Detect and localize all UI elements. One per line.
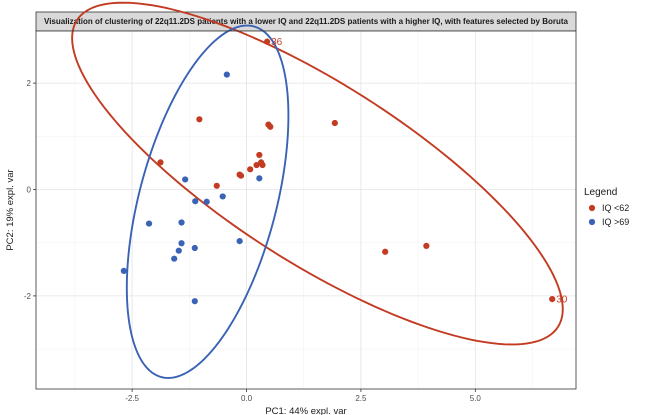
y-tick-label: 0	[27, 186, 32, 195]
legend-label: IQ <62	[602, 203, 629, 213]
point-iq-high	[120, 267, 127, 275]
point-iq-high	[145, 220, 153, 227]
point-iq-high	[236, 238, 243, 245]
point-iq-high	[192, 198, 199, 205]
ellipse-iq-low	[71, 1, 564, 346]
y-tick-label: -2	[24, 292, 32, 301]
data-points	[120, 38, 556, 305]
title-strip: Visualization of clustering of 22q11.2DS…	[35, 11, 577, 32]
point-iq-low	[196, 116, 203, 123]
legend-key	[588, 204, 596, 212]
point-iq-high	[191, 298, 198, 305]
point-iq-low	[256, 151, 263, 159]
x-tick-label: 0.0	[241, 394, 253, 403]
point-iq-low	[264, 38, 271, 45]
point-label: 36	[271, 37, 283, 48]
x-tick-label: 2.5	[355, 394, 367, 403]
y-axis-title: PC2: 19% expl. var	[5, 169, 16, 250]
point-iq-high	[219, 193, 226, 200]
point-iq-low	[382, 248, 389, 255]
point-iq-high	[203, 198, 210, 205]
grid-major	[36, 31, 576, 389]
legend-key	[588, 218, 596, 226]
point-labels: 36 30	[271, 37, 568, 305]
point-iq-low	[157, 159, 164, 166]
point-iq-low	[213, 182, 220, 189]
plot-panel: 36 30	[35, 1, 577, 390]
point-iq-low	[258, 159, 265, 166]
legend-items: IQ <62 IQ >69	[588, 203, 629, 227]
point-iq-high	[182, 176, 189, 183]
point-iq-high	[178, 219, 185, 226]
x-axis: -2.5 0.0 2.5 5.0	[125, 389, 481, 403]
legend-title: Legend	[584, 187, 617, 198]
legend-label: IQ >69	[602, 217, 629, 227]
plot-panel-background	[36, 31, 576, 389]
point-iq-high	[256, 175, 263, 182]
point-iq-high	[223, 71, 230, 78]
chart-title: Visualization of clustering of 22q11.2DS…	[44, 17, 569, 26]
point-iq-high	[178, 240, 185, 247]
x-tick-label: 5.0	[470, 394, 482, 403]
legend: Legend IQ <62 IQ >69	[584, 187, 629, 227]
confidence-ellipses	[71, 1, 564, 379]
plot-panel-border	[35, 30, 577, 390]
point-iq-high	[171, 255, 178, 262]
point-iq-high	[191, 244, 198, 252]
point-iq-low	[265, 121, 272, 128]
x-tick-label: -2.5	[125, 394, 139, 403]
grid-minor	[36, 31, 576, 389]
point-iq-low	[253, 161, 260, 169]
point-iq-low	[237, 172, 245, 179]
point-iq-low	[423, 242, 430, 250]
point-iq-low	[549, 296, 556, 303]
point-iq-high	[175, 247, 182, 254]
point-iq-low	[331, 119, 338, 127]
point-iq-low	[247, 166, 254, 173]
ellipse-iq-high	[125, 24, 290, 379]
y-tick-label: 2	[27, 79, 32, 88]
y-axis: -2 0 2	[24, 79, 36, 301]
point-label: 30	[556, 295, 568, 306]
x-axis-title: PC1: 44% expl. var	[265, 406, 346, 415]
